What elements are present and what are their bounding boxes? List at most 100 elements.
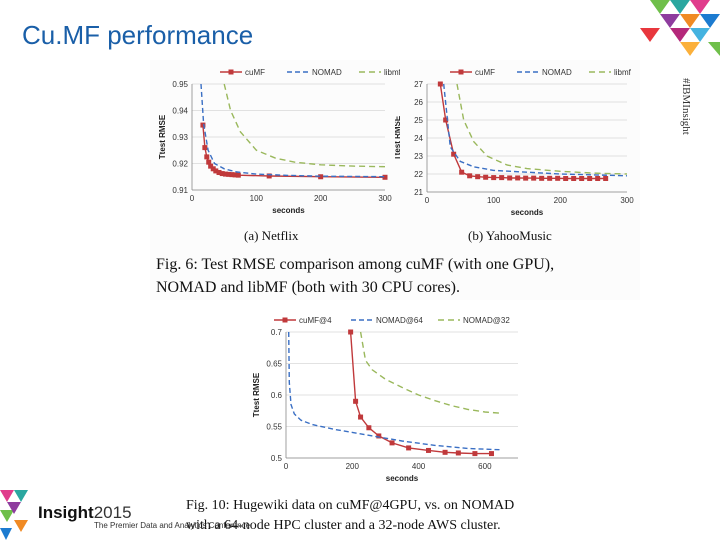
y-tick-label: 0.95 (172, 80, 188, 89)
x-tick-label: 200 (314, 194, 328, 203)
y-axis-label: Ttest RMSE (158, 114, 167, 159)
x-tick-label: 600 (478, 462, 492, 471)
data-point (200, 122, 206, 128)
legend-label: libmf (384, 68, 400, 77)
data-point (232, 172, 238, 178)
y-tick-label: 0.94 (172, 107, 188, 116)
x-axis-label: seconds (386, 474, 419, 483)
data-point (563, 176, 569, 181)
data-point (483, 174, 489, 180)
insight-brand: Insight2015 (38, 503, 132, 523)
data-point (389, 440, 395, 446)
insight-tagline: The Premier Data and Analytics Conferenc… (94, 521, 251, 530)
data-point (488, 451, 494, 457)
side-hashtag: #IBMInsight (680, 78, 692, 135)
fig6-caption-line1: Fig. 6: Test RMSE comparison among cuMF … (156, 256, 555, 273)
fig10-caption-line2: with a 64-node HPC cluster and a 32-node… (186, 518, 501, 533)
y-tick-label: 0.91 (172, 186, 188, 195)
data-point (491, 175, 497, 181)
data-point (210, 166, 216, 172)
legend-marker (282, 317, 288, 323)
legend-label: cuMF@4 (299, 316, 332, 325)
data-point (426, 447, 432, 453)
y-tick-label: 21 (414, 188, 423, 197)
y-tick-label: 24 (414, 134, 423, 143)
data-point (204, 154, 210, 160)
data-point (507, 175, 513, 181)
series-line-cumf-4 (349, 331, 492, 455)
data-point (555, 175, 561, 181)
data-point (467, 173, 473, 179)
series-line-nomad-32 (359, 331, 502, 414)
legend-label: cuMF (245, 68, 265, 77)
legend-label: NOMAD@64 (376, 316, 423, 325)
data-point (579, 176, 585, 181)
y-tick-label: 0.7 (271, 328, 283, 337)
data-point (353, 398, 359, 404)
legend-label: NOMAD (542, 68, 572, 77)
caption-yahoomusic: (b) YahooMusic (468, 228, 552, 243)
legend-label: NOMAD@32 (463, 316, 510, 325)
data-point (358, 414, 364, 420)
data-point (437, 81, 443, 87)
data-point (455, 450, 461, 456)
caption-netflix: (a) Netflix (244, 228, 299, 243)
data-point (603, 176, 609, 181)
data-point (235, 172, 241, 178)
y-tick-label: 0.6 (271, 391, 283, 400)
data-point (523, 175, 529, 181)
data-point (595, 176, 601, 181)
data-point (539, 175, 545, 181)
legend-marker (228, 69, 234, 75)
series-line-libmf (223, 83, 385, 168)
x-tick-label: 0 (190, 194, 195, 203)
y-tick-label: 0.93 (172, 133, 188, 142)
series-line-nomad (443, 83, 627, 177)
data-point (547, 175, 553, 181)
legend-label: cuMF (475, 68, 495, 77)
data-point (515, 175, 521, 181)
y-tick-label: 25 (414, 116, 423, 125)
x-tick-label: 0 (284, 462, 289, 471)
data-point (443, 117, 449, 123)
y-tick-label: 27 (414, 80, 423, 89)
y-tick-label: 0.65 (266, 360, 282, 369)
data-point (226, 171, 232, 177)
y-tick-label: 23 (414, 152, 423, 161)
data-point (499, 175, 505, 181)
fig6-caption-line2: NOMAD and libMF (both with 30 CPU cores)… (156, 279, 460, 296)
netflix-chart: 0.91 0.92 0.93 0.94 0.95 0 100 200 300 seconds Tte… (158, 68, 400, 215)
slide-title: Cu.MF performance (22, 20, 254, 50)
data-point (208, 163, 214, 169)
data-point (348, 329, 354, 335)
data-point (318, 174, 324, 180)
data-point (406, 445, 412, 451)
y-tick-label: 22 (414, 170, 423, 179)
y-tick-label: 26 (414, 98, 423, 107)
data-point (213, 168, 219, 174)
series-line-cumf (202, 125, 385, 178)
y-tick-label: 0.5 (271, 454, 283, 463)
y-tick-label: 0.55 (266, 423, 282, 432)
insight-triangles-icon (640, 0, 720, 56)
insight-brand-name: Insight (38, 503, 94, 522)
data-point (376, 433, 382, 439)
y-tick-label: 0.92 (172, 160, 188, 169)
x-tick-label: 300 (378, 194, 392, 203)
data-point (442, 449, 448, 455)
data-point (222, 171, 228, 177)
x-axis-label: seconds (511, 208, 544, 217)
yahoomusic-chart: 21 22 23 24 25 26 27 0 100 200 300 seconds Ttest RMS… (395, 68, 634, 217)
series-line-cumf (439, 83, 606, 180)
legend-label: libmf (614, 68, 632, 77)
insight-brand-year: 2015 (93, 503, 132, 522)
x-tick-label: 100 (250, 194, 264, 203)
legend-label: NOMAD (312, 68, 342, 77)
x-tick-label: 200 (554, 196, 568, 205)
x-tick-label: 300 (620, 196, 634, 205)
data-point (571, 176, 577, 181)
data-point (229, 172, 235, 178)
data-point (206, 159, 212, 165)
x-tick-label: 400 (412, 462, 426, 471)
data-point (266, 173, 272, 179)
